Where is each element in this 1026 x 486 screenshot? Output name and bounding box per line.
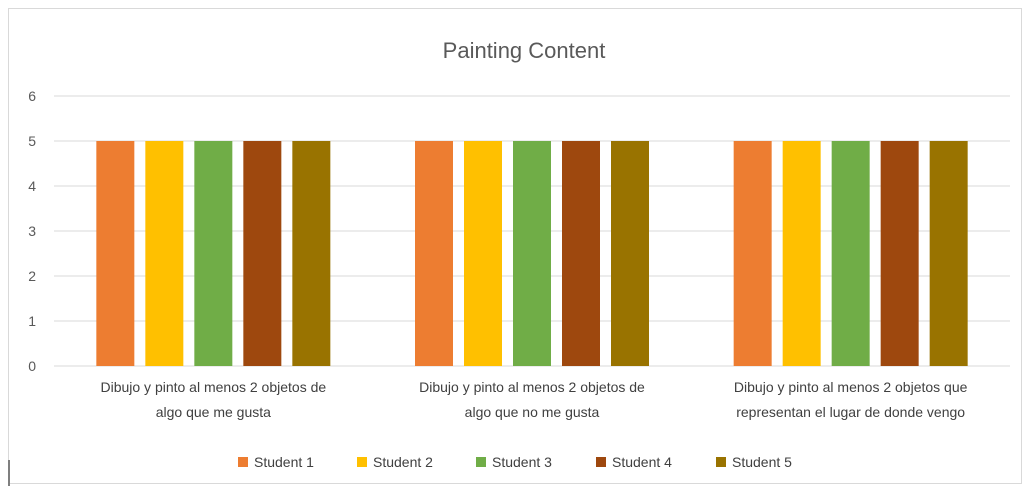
legend-label: Student 5 [732, 454, 792, 470]
bar [243, 141, 282, 366]
category-label: Dibujo y pinto al menos 2 objetos de [419, 379, 645, 395]
bars [96, 141, 968, 366]
y-tick-label: 6 [28, 88, 36, 104]
y-tick-label: 3 [28, 223, 36, 239]
bar [194, 141, 233, 366]
legend-label: Student 3 [492, 454, 552, 470]
bar [733, 141, 772, 366]
legend-item[interactable]: Student 2 [357, 454, 433, 470]
y-axis-ticks: 0 1 2 3 4 5 6 [28, 88, 36, 374]
chart-title: Painting Content [443, 38, 606, 63]
y-tick-label: 4 [28, 178, 36, 194]
y-tick-label: 2 [28, 268, 36, 284]
legend-swatch [596, 457, 606, 467]
legend-swatch [357, 457, 367, 467]
bar [831, 141, 870, 366]
category-label: algo que me gusta [156, 404, 271, 420]
legend[interactable]: Student 1 Student 2 Student 3 Student 4 Stud… [238, 454, 792, 470]
bar [562, 141, 600, 366]
legend-swatch [238, 457, 248, 467]
bar [145, 141, 184, 366]
legend-item[interactable]: Student 1 [238, 454, 314, 470]
bar [292, 141, 331, 366]
y-tick-label: 5 [28, 133, 36, 149]
bar [880, 141, 919, 366]
y-tick-label: 0 [28, 358, 36, 374]
legend-item[interactable]: Student 5 [716, 454, 792, 470]
bar [415, 141, 453, 366]
y-tick-label: 1 [28, 313, 36, 329]
bar [611, 141, 649, 366]
category-label: Dibujo y pinto al menos 2 objetos que [734, 379, 968, 395]
legend-label: Student 2 [373, 454, 433, 470]
bar [96, 141, 135, 366]
bar [782, 141, 821, 366]
category-label: Dibujo y pinto al menos 2 objetos de [100, 379, 326, 395]
legend-label: Student 1 [254, 454, 314, 470]
bar [513, 141, 551, 366]
left-edge-mark [8, 460, 10, 486]
category-labels: Dibujo y pinto al menos 2 objetos de algo… [100, 379, 967, 420]
category-label: representan el lugar de donde vengo [736, 404, 965, 420]
legend-swatch [716, 457, 726, 467]
legend-item[interactable]: Student 3 [476, 454, 552, 470]
category-label: algo que no me gusta [465, 404, 600, 420]
bar [464, 141, 502, 366]
legend-item[interactable]: Student 4 [596, 454, 672, 470]
legend-label: Student 4 [612, 454, 672, 470]
bar [929, 141, 968, 366]
legend-swatch [476, 457, 486, 467]
